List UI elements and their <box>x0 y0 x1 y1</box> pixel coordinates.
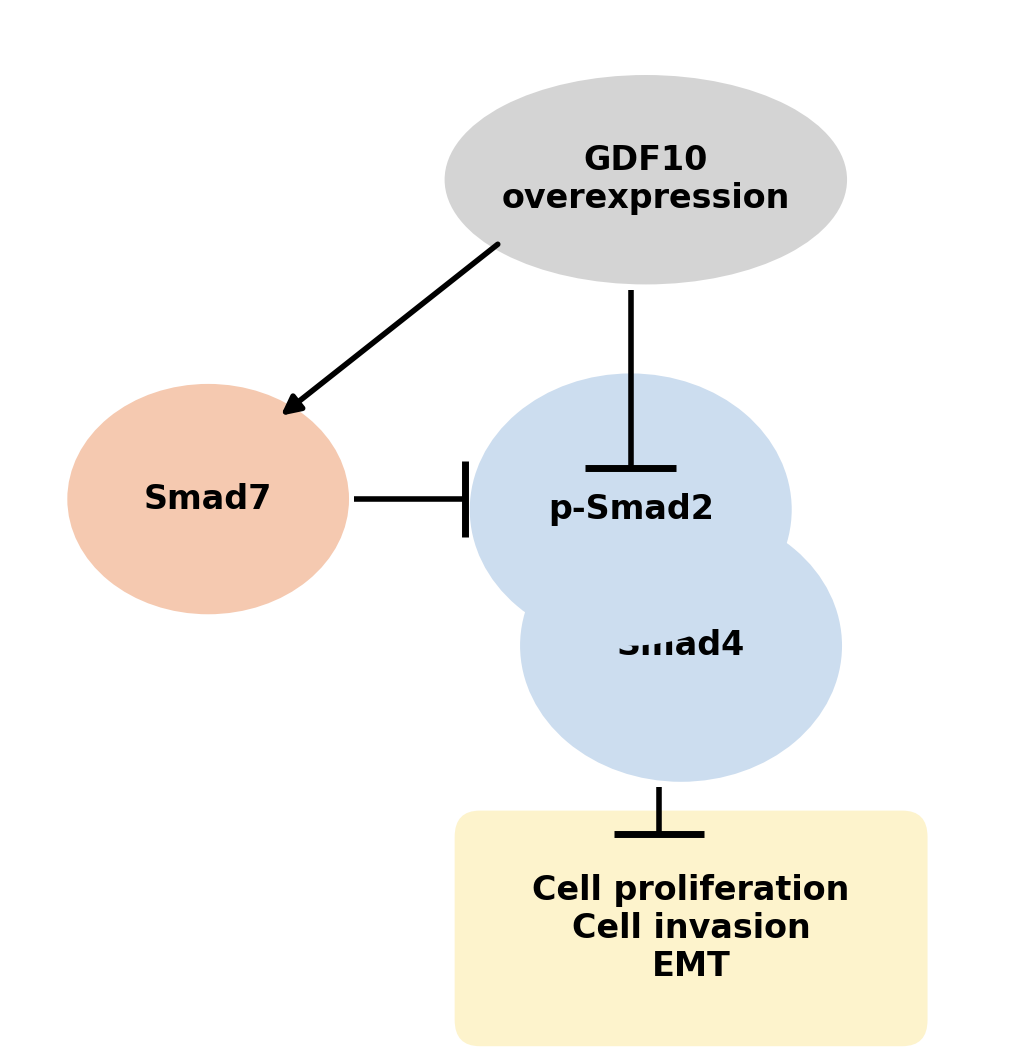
FancyBboxPatch shape <box>454 811 926 1046</box>
Ellipse shape <box>470 373 791 646</box>
Ellipse shape <box>67 384 348 614</box>
Text: Smad7: Smad7 <box>144 483 272 516</box>
Text: Cell proliferation
Cell invasion
EMT: Cell proliferation Cell invasion EMT <box>532 873 849 984</box>
Text: p-Smad2: p-Smad2 <box>547 493 713 526</box>
Ellipse shape <box>444 75 846 284</box>
Ellipse shape <box>520 509 842 782</box>
Text: Smad4: Smad4 <box>616 629 745 662</box>
Text: GDF10
overexpression: GDF10 overexpression <box>501 144 790 215</box>
